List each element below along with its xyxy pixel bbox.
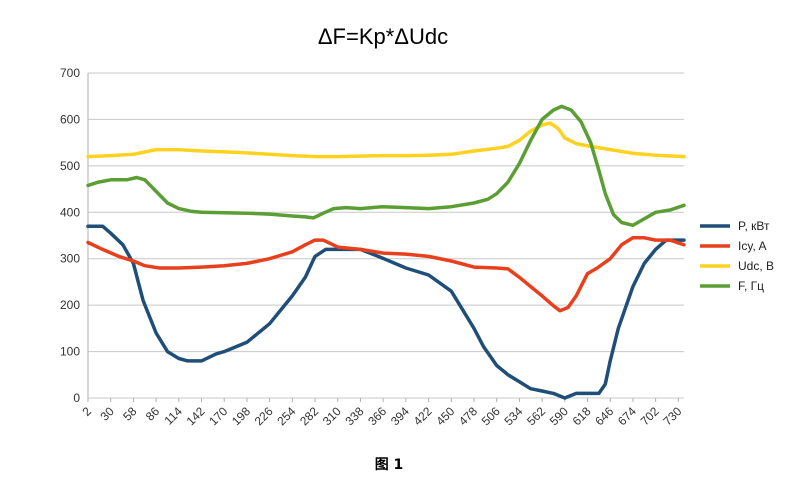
x-tick-label: 254 [274, 404, 298, 428]
series-line-4 [86, 104, 686, 228]
x-tick-label: 450 [433, 404, 457, 428]
x-tick-label: 590 [547, 404, 571, 428]
legend-label-2: Icy, A [738, 239, 766, 253]
series-line-1 [86, 224, 686, 400]
y-tick-label: 700 [60, 66, 80, 80]
x-tick-label: 170 [206, 404, 230, 428]
x-tick-label: 226 [252, 404, 276, 428]
y-tick-label: 200 [60, 298, 80, 312]
x-tick-label: 86 [143, 404, 163, 424]
x-tick-label: 478 [456, 404, 480, 428]
x-tick-label: 562 [524, 404, 548, 428]
x-tick-label: 674 [615, 404, 639, 428]
x-tick-label: 646 [592, 404, 616, 428]
y-tick-label: 100 [60, 345, 80, 359]
y-tick-label: 300 [60, 252, 80, 266]
y-axis: 0 100 200 300 400 500 600 700 [60, 66, 80, 405]
y-tick-label: 600 [60, 112, 80, 126]
x-tick-label: 338 [343, 404, 367, 428]
legend-label-1: P, кВт [738, 219, 770, 233]
x-tick-label: 142 [184, 404, 208, 428]
x-axis: 2 30 58 86 114142170198226254282310338366394… [79, 398, 685, 428]
legend-label-3: Udc, B [738, 259, 774, 273]
x-tick-label: 366 [365, 404, 389, 428]
x-tick-label: 422 [411, 404, 435, 428]
x-tick-label: 702 [638, 404, 662, 428]
x-tick-label: 30 [97, 404, 117, 424]
y-tick-label: 500 [60, 159, 80, 173]
series-line-3 [86, 121, 686, 159]
chart-title: ΔF=Kp*ΔUdc [318, 24, 448, 49]
x-tick-label: 2 [79, 404, 94, 419]
y-tick-label: 0 [73, 391, 80, 405]
x-tick-label: 198 [229, 404, 253, 428]
x-tick-label: 730 [660, 404, 684, 428]
y-tick-label: 400 [60, 205, 80, 219]
x-tick-label: 282 [297, 404, 321, 428]
grid [87, 72, 684, 399]
x-tick-label: 310 [320, 404, 344, 428]
x-tick-label: 394 [388, 404, 412, 428]
x-tick-label: 114 [162, 404, 186, 428]
legend-label-4: F, Гц [738, 279, 764, 293]
x-tick-label: 618 [570, 404, 594, 428]
legend: P, кВт Icy, A Udc, B F, Гц [700, 219, 774, 293]
series-line-2 [86, 236, 686, 313]
x-tick-label: 534 [501, 404, 525, 428]
x-tick-label: 506 [479, 404, 503, 428]
figure-caption: 图 1 [375, 457, 404, 473]
series-group [86, 104, 686, 400]
x-tick-label: 58 [120, 404, 140, 424]
